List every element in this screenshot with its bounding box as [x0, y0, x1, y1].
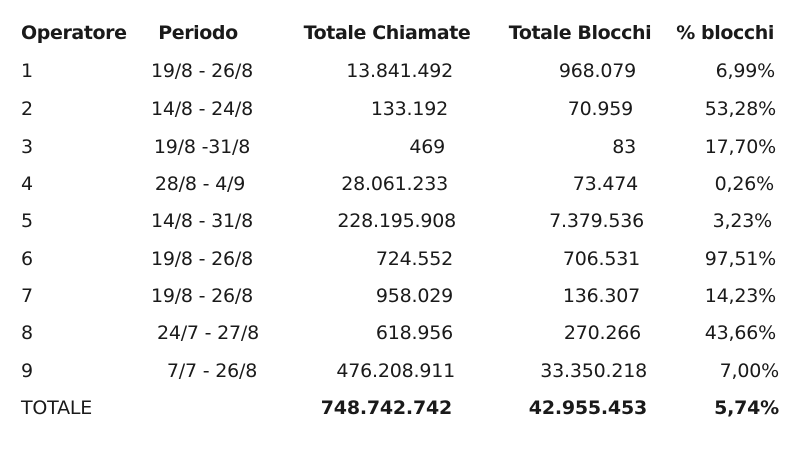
header-operatore: Operatore: [21, 22, 127, 44]
cell-totale-blocchi: 33.350.218: [540, 360, 647, 382]
cell-operatore: 6: [21, 248, 33, 270]
table-row: 4 28/8 - 4/9 28.061.233 73.474 0,26%: [0, 169, 806, 199]
cell-pct-blocchi: 0,26%: [714, 173, 775, 195]
cell-periodo: 19/8 -31/8: [153, 136, 251, 158]
header-totale-blocchi: Totale Blocchi: [508, 22, 652, 44]
cell-totale-blocchi: 706.531: [562, 248, 640, 270]
cell-periodo: 28/8 - 4/9: [154, 173, 246, 195]
cell-operatore: 5: [21, 210, 33, 232]
table-row: 8 24/7 - 27/8 618.956 270.266 43,66%: [0, 318, 806, 348]
cell-pct-blocchi: 14,23%: [704, 285, 776, 307]
cell-operatore: 4: [21, 173, 33, 195]
table-row: 2 14/8 - 24/8 133.192 70.959 53,28%: [0, 94, 806, 124]
total-pct-blocchi: 5,74%: [714, 397, 779, 419]
cell-operatore: 3: [21, 136, 33, 158]
cell-totale-blocchi: 968.079: [558, 60, 636, 82]
table-header-row: Operatore Periodo Totale Chiamate Totale…: [0, 18, 806, 48]
cell-totale-chiamate: 476.208.911: [336, 360, 455, 382]
cell-totale-chiamate: 28.061.233: [341, 173, 448, 195]
table-row: 5 14/8 - 31/8 228.195.908 7.379.536 3,23…: [0, 206, 806, 236]
cell-totale-chiamate: 618.956: [375, 322, 453, 344]
table-row: 1 19/8 - 26/8 13.841.492 968.079 6,99%: [0, 56, 806, 86]
cell-totale-blocchi: 136.307: [562, 285, 640, 307]
total-totale-chiamate: 748.742.742: [320, 397, 452, 419]
cell-totale-chiamate: 13.841.492: [346, 60, 453, 82]
header-pct-blocchi: % blocchi: [676, 22, 774, 44]
cell-periodo: 7/7 - 26/8: [166, 360, 258, 382]
table-row: 9 7/7 - 26/8 476.208.911 33.350.218 7,00…: [0, 356, 806, 386]
cell-totale-chiamate: 724.552: [375, 248, 453, 270]
total-totale-blocchi: 42.955.453: [528, 397, 647, 419]
cell-periodo: 14/8 - 24/8: [150, 98, 254, 120]
cell-pct-blocchi: 17,70%: [704, 136, 776, 158]
header-periodo: Periodo: [158, 22, 238, 44]
cell-operatore: 7: [21, 285, 33, 307]
cell-pct-blocchi: 7,00%: [719, 360, 780, 382]
cell-periodo: 14/8 - 31/8: [150, 210, 254, 232]
cell-totale-chiamate: 133.192: [370, 98, 448, 120]
cell-totale-blocchi: 83: [612, 136, 636, 158]
cell-pct-blocchi: 97,51%: [704, 248, 776, 270]
cell-totale-blocchi: 270.266: [563, 322, 641, 344]
cell-operatore: 8: [21, 322, 33, 344]
cell-totale-chiamate: 228.195.908: [337, 210, 456, 232]
cell-operatore: 2: [21, 98, 33, 120]
total-label: TOTALE: [21, 397, 93, 419]
cell-totale-blocchi: 70.959: [567, 98, 633, 120]
cell-pct-blocchi: 6,99%: [715, 60, 776, 82]
table-row: 7 19/8 - 26/8 958.029 136.307 14,23%: [0, 281, 806, 311]
cell-periodo: 19/8 - 26/8: [150, 60, 254, 82]
table-row: 6 19/8 - 26/8 724.552 706.531 97,51%: [0, 244, 806, 274]
table-total-row: TOTALE 748.742.742 42.955.453 5,74%: [0, 393, 806, 423]
cell-periodo: 24/7 - 27/8: [156, 322, 260, 344]
cell-totale-blocchi: 73.474: [572, 173, 638, 195]
cell-pct-blocchi: 3,23%: [712, 210, 773, 232]
cell-periodo: 19/8 - 26/8: [150, 248, 254, 270]
cell-operatore: 1: [21, 60, 33, 82]
cell-totale-blocchi: 7.379.536: [549, 210, 644, 232]
cell-totale-chiamate: 958.029: [375, 285, 453, 307]
cell-pct-blocchi: 53,28%: [704, 98, 776, 120]
cell-operatore: 9: [21, 360, 33, 382]
cell-pct-blocchi: 43,66%: [704, 322, 776, 344]
cell-periodo: 19/8 - 26/8: [150, 285, 254, 307]
table-row: 3 19/8 -31/8 469 83 17,70%: [0, 132, 806, 162]
header-totale-chiamate: Totale Chiamate: [303, 22, 471, 44]
cell-totale-chiamate: 469: [409, 136, 445, 158]
